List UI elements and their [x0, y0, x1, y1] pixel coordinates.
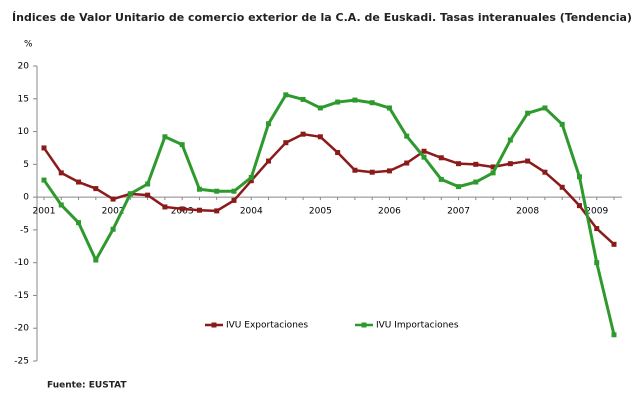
data-point: [214, 188, 220, 194]
data-point: [525, 110, 531, 116]
legend-label: IVU Exportaciones: [226, 321, 308, 331]
data-point: [438, 155, 444, 161]
data-point: [162, 134, 168, 140]
y-tick-label: 15: [18, 94, 29, 104]
data-point: [369, 100, 375, 106]
data-point: [179, 206, 185, 212]
data-point: [404, 160, 410, 166]
x-tick-label: 2006: [378, 207, 401, 217]
x-tick-label: 2003: [171, 207, 194, 217]
data-point: [76, 220, 82, 226]
data-point: [456, 161, 462, 167]
legend-marker: [211, 322, 217, 328]
data-point: [490, 170, 496, 176]
data-point: [576, 203, 582, 209]
data-point: [162, 204, 168, 210]
data-point: [473, 161, 479, 167]
data-point: [438, 176, 444, 182]
data-point: [490, 164, 496, 170]
data-point: [300, 96, 306, 102]
data-point: [266, 121, 272, 127]
x-tick-label: 2004: [240, 207, 263, 217]
y-tick-label: -25: [14, 357, 29, 367]
data-point: [58, 170, 64, 176]
data-point: [369, 169, 375, 175]
data-point: [559, 184, 565, 190]
y-tick-label: -15: [14, 291, 29, 301]
data-point: [248, 178, 254, 184]
data-point: [335, 99, 341, 105]
data-point: [248, 174, 254, 180]
legend-marker: [361, 322, 367, 328]
data-point: [386, 105, 392, 111]
data-point: [335, 150, 341, 156]
data-point: [421, 154, 427, 160]
data-point: [58, 202, 64, 208]
data-point: [611, 332, 617, 338]
y-tick-label: 10: [18, 127, 30, 137]
data-point: [196, 186, 202, 192]
y-tick-label: 0: [23, 193, 29, 203]
data-point: [542, 169, 548, 175]
data-point: [421, 148, 427, 154]
data-point: [41, 177, 47, 183]
data-point: [110, 226, 116, 232]
chart-title: Índices de Valor Unitario de comercio ex…: [12, 11, 632, 24]
data-point: [594, 260, 600, 266]
data-point: [93, 257, 99, 263]
data-point: [473, 179, 479, 185]
data-point: [576, 174, 582, 180]
x-tick-label: 2007: [447, 207, 470, 217]
data-point: [110, 196, 116, 202]
data-point: [525, 158, 531, 164]
data-point: [266, 158, 272, 164]
data-point: [352, 97, 358, 103]
data-point: [507, 161, 513, 167]
data-point: [542, 105, 548, 111]
source: Fuente: EUSTAT: [47, 381, 127, 391]
data-point: [317, 105, 323, 111]
data-point: [231, 188, 237, 194]
y-tick-label: -20: [14, 324, 29, 334]
data-point: [145, 181, 151, 187]
data-point: [196, 207, 202, 213]
series-line: [42, 93, 616, 336]
data-point: [41, 145, 47, 151]
data-point: [317, 134, 323, 140]
data-point: [594, 226, 600, 232]
data-point: [507, 137, 513, 143]
data-point: [127, 191, 133, 197]
data-point: [231, 197, 237, 203]
data-point: [404, 133, 410, 139]
data-point: [386, 168, 392, 174]
data-point: [214, 208, 220, 214]
x-tick-label: 2001: [33, 207, 56, 217]
data-point: [145, 192, 151, 198]
x-tick-label: 2005: [309, 207, 332, 217]
y-tick-label: -10: [14, 258, 29, 268]
series-line: [42, 132, 615, 246]
y-tick-label: -5: [20, 225, 29, 235]
data-point: [283, 140, 289, 146]
y-tick-label: 20: [18, 62, 30, 72]
data-point: [611, 241, 617, 247]
y-tick-label: 5: [23, 160, 29, 170]
y-axis-label: %: [24, 40, 33, 50]
data-point: [559, 121, 565, 127]
x-tick-label: 2008: [516, 207, 539, 217]
data-point: [93, 186, 99, 192]
data-point: [456, 184, 462, 190]
legend-label: IVU Importaciones: [376, 321, 459, 331]
data-point: [352, 167, 358, 173]
data-point: [179, 142, 185, 148]
x-tick-label: 2002: [102, 207, 125, 217]
data-point: [283, 92, 289, 98]
data-point: [76, 179, 82, 185]
x-tick-label: 2009: [585, 207, 608, 217]
data-point: [300, 131, 306, 137]
